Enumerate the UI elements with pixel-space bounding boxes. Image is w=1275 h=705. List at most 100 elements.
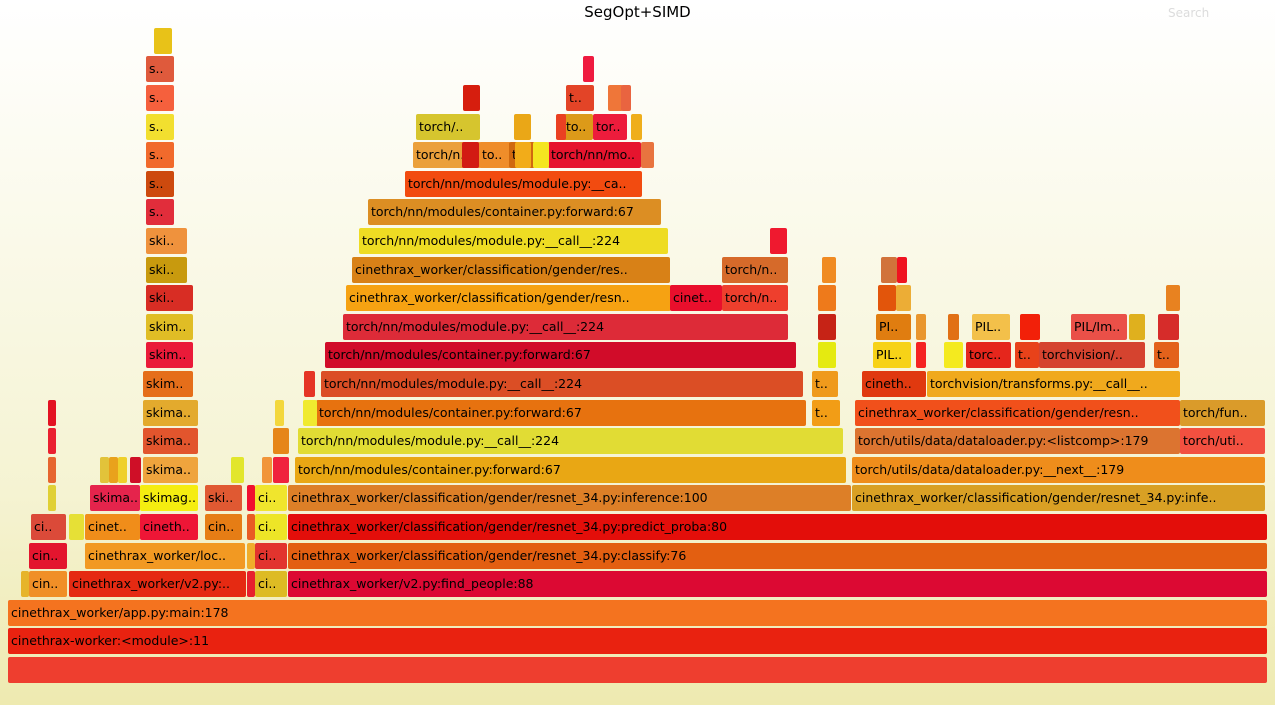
stack-frame[interactable]: s..	[146, 85, 174, 111]
stack-frame[interactable]: cinethrax_worker/app.py:main:178	[8, 600, 1267, 626]
stack-frame[interactable]: torch/nn/mo..	[548, 142, 641, 168]
stack-frame[interactable]: cinet..	[85, 514, 140, 540]
stack-frame[interactable]: skima..	[143, 457, 198, 483]
stack-frame-sliver[interactable]	[275, 400, 284, 426]
stack-frame[interactable]: ci..	[255, 485, 287, 511]
stack-frame-sliver[interactable]	[462, 142, 479, 168]
stack-frame-sliver[interactable]	[818, 314, 836, 340]
stack-frame-sliver[interactable]	[896, 285, 911, 311]
stack-frame-sliver[interactable]	[48, 457, 56, 483]
stack-frame-sliver[interactable]	[109, 457, 118, 483]
stack-frame-sliver[interactable]	[533, 142, 549, 168]
stack-frame-sliver[interactable]	[69, 514, 84, 540]
stack-frame[interactable]: cinethrax-worker:<module>:11	[8, 628, 1267, 654]
stack-frame[interactable]: skimag..	[140, 485, 198, 511]
stack-frame-sliver[interactable]	[100, 457, 109, 483]
stack-frame[interactable]: PI..	[876, 314, 911, 340]
stack-frame[interactable]: torchvision/transforms.py:__call__..	[927, 371, 1180, 397]
stack-frame[interactable]: torch/n..	[722, 257, 788, 283]
stack-frame[interactable]: torch/nn/modules/module.py:__call__:224	[343, 314, 788, 340]
stack-frame-sliver[interactable]	[881, 257, 897, 283]
stack-frame[interactable]: torch/..	[416, 114, 480, 140]
stack-frame[interactable]: cin..	[29, 543, 67, 569]
stack-frame[interactable]: skim..	[146, 314, 193, 340]
stack-frame-sliver[interactable]	[818, 342, 836, 368]
stack-frame[interactable]: t..	[566, 85, 594, 111]
stack-frame[interactable]: cin..	[205, 514, 242, 540]
stack-frame-sliver[interactable]	[897, 257, 907, 283]
stack-frame[interactable]: skim..	[143, 371, 193, 397]
stack-frame[interactable]: ci..	[31, 514, 66, 540]
stack-frame[interactable]: skima..	[143, 428, 198, 454]
stack-frame-sliver[interactable]	[878, 285, 896, 311]
stack-frame[interactable]: torch/uti..	[1180, 428, 1265, 454]
stack-frame-sliver[interactable]	[608, 85, 623, 111]
stack-frame-sliver[interactable]	[641, 142, 654, 168]
stack-frame-sliver[interactable]	[231, 457, 244, 483]
stack-frame-sliver[interactable]	[631, 114, 642, 140]
stack-frame[interactable]: cinethrax_worker/classification/gender/r…	[852, 485, 1265, 511]
stack-frame[interactable]: s..	[146, 114, 174, 140]
stack-frame[interactable]: torch/nn/modules/container.py:forward:67	[368, 199, 661, 225]
stack-frame[interactable]: cinethrax_worker/classification/gender/r…	[855, 400, 1180, 426]
stack-frame[interactable]: ski..	[146, 285, 193, 311]
stack-frame[interactable]: t..	[812, 400, 840, 426]
stack-frame-sliver[interactable]	[621, 85, 631, 111]
stack-frame[interactable]: torch/nn/modules/module.py:__call__:224	[359, 228, 668, 254]
stack-frame[interactable]: s..	[146, 171, 174, 197]
stack-frame-sliver[interactable]	[770, 228, 787, 254]
stack-frame[interactable]: cineth..	[140, 514, 198, 540]
stack-frame-sliver[interactable]	[48, 485, 56, 511]
stack-frame[interactable]: ski..	[146, 228, 187, 254]
stack-frame-sliver[interactable]	[21, 571, 29, 597]
stack-frame-sliver[interactable]	[304, 371, 315, 397]
stack-frame[interactable]: torchvision/..	[1039, 342, 1145, 368]
stack-frame-sliver[interactable]	[818, 285, 836, 311]
stack-frame-sliver[interactable]	[1166, 285, 1180, 311]
stack-frame[interactable]: cin..	[29, 571, 67, 597]
stack-frame[interactable]: PIL..	[873, 342, 911, 368]
stack-frame-sliver[interactable]	[514, 114, 531, 140]
stack-frame[interactable]: torch/utils/data/dataloader.py:__next__:…	[852, 457, 1265, 483]
stack-frame[interactable]: torch/nn/modules/container.py:forward:67	[325, 342, 796, 368]
stack-frame[interactable]: cineth..	[862, 371, 926, 397]
stack-frame-sliver[interactable]	[583, 56, 594, 82]
stack-frame[interactable]	[8, 657, 1267, 683]
stack-frame-sliver[interactable]	[948, 314, 959, 340]
stack-frame[interactable]: torch/nn/modules/module.py:__call__:224	[321, 371, 803, 397]
stack-frame[interactable]: t..	[812, 371, 838, 397]
search-button[interactable]: Search	[1168, 6, 1210, 20]
stack-frame[interactable]: ci..	[255, 543, 287, 569]
stack-frame-sliver[interactable]	[273, 428, 289, 454]
stack-frame[interactable]: cinethrax_worker/classification/gender/r…	[352, 257, 670, 283]
stack-frame-sliver[interactable]	[1158, 314, 1179, 340]
stack-frame[interactable]: torch/n..	[722, 285, 788, 311]
stack-frame[interactable]: t..	[1154, 342, 1179, 368]
stack-frame-sliver[interactable]	[1020, 314, 1040, 340]
stack-frame-sliver[interactable]	[463, 85, 480, 111]
stack-frame[interactable]: torc..	[966, 342, 1011, 368]
stack-frame[interactable]: cinethrax_worker/classification/gender/r…	[288, 543, 1267, 569]
stack-frame-sliver[interactable]	[48, 400, 56, 426]
stack-frame[interactable]: cinethrax_worker/classification/gender/r…	[346, 285, 671, 311]
stack-frame[interactable]: PIL/Im..	[1071, 314, 1127, 340]
stack-frame-sliver[interactable]	[916, 314, 926, 340]
stack-frame[interactable]: skim..	[146, 342, 193, 368]
stack-frame[interactable]: skima..	[143, 400, 198, 426]
stack-frame[interactable]: PIL..	[972, 314, 1010, 340]
stack-frame-sliver[interactable]	[247, 485, 255, 511]
stack-frame[interactable]: t..	[1015, 342, 1039, 368]
stack-frame[interactable]: torch/nn/modules/container.py:forward:67	[295, 457, 846, 483]
stack-frame[interactable]: s..	[146, 199, 174, 225]
stack-frame[interactable]: to..	[479, 142, 511, 168]
stack-frame-sliver[interactable]	[130, 457, 141, 483]
stack-frame-sliver[interactable]	[247, 543, 255, 569]
stack-frame-sliver[interactable]	[48, 428, 56, 454]
stack-frame[interactable]: torch/nn/modules/container.py:forward:67	[316, 400, 806, 426]
stack-frame[interactable]: cinet..	[670, 285, 722, 311]
stack-frame-sliver[interactable]	[303, 400, 317, 426]
stack-frame[interactable]: cinethrax_worker/v2.py:find_people:88	[288, 571, 1267, 597]
stack-frame[interactable]: cinethrax_worker/loc..	[85, 543, 245, 569]
stack-frame-sliver[interactable]	[118, 457, 127, 483]
stack-frame[interactable]: tor..	[593, 114, 627, 140]
